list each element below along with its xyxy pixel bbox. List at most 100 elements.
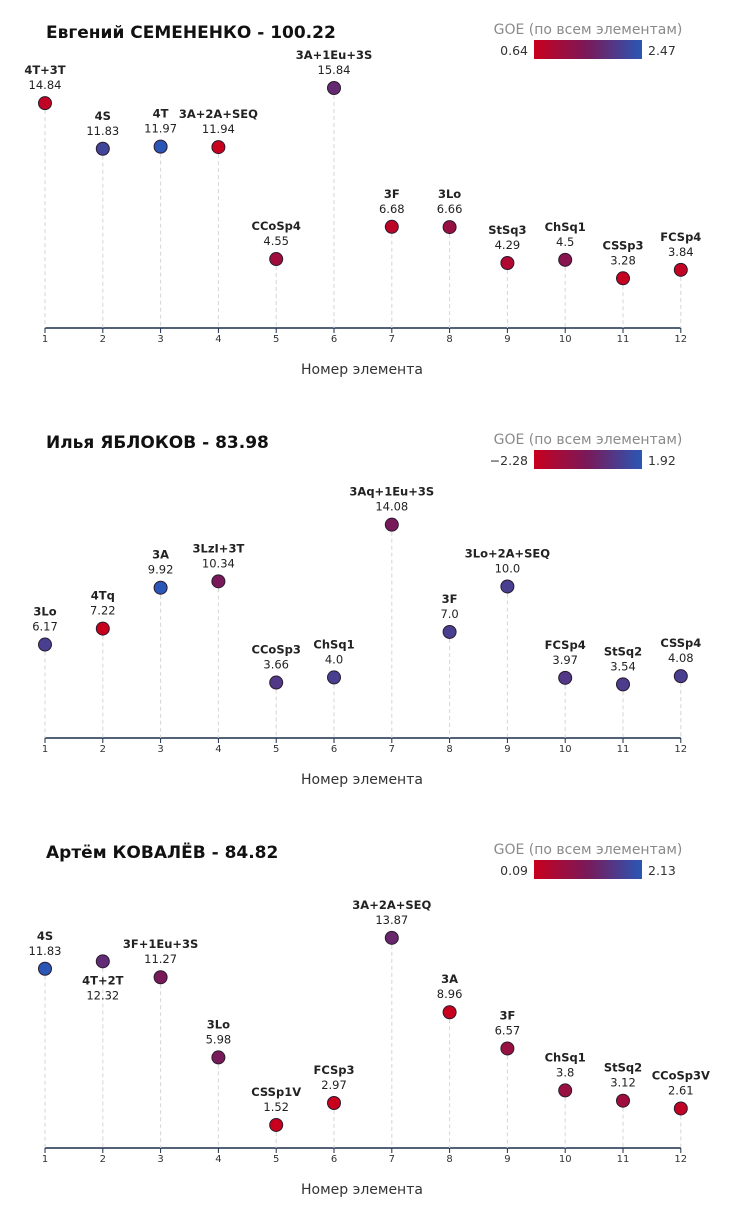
data-point[interactable] (384, 219, 399, 234)
x-tick-label: 9 (504, 1154, 510, 1165)
x-tick-label: 8 (446, 744, 452, 755)
x-tick-label: 5 (273, 1154, 279, 1165)
chart-title: Артём КОВАЛЁВ - 84.82 (46, 841, 278, 863)
data-point[interactable] (500, 579, 515, 594)
element-name-label: ChSq1 (313, 637, 354, 651)
data-point[interactable] (673, 1101, 688, 1116)
element-name-label: StSq2 (604, 1061, 642, 1075)
element-value-label: 6.68 (379, 202, 405, 216)
element-name-label: ChSq1 (545, 1050, 586, 1064)
data-point[interactable] (558, 252, 573, 267)
data-point[interactable] (384, 930, 399, 945)
element-name-label: 3Aq+1Eu+3S (349, 485, 434, 499)
element-value-label: 8.96 (437, 987, 463, 1001)
data-point[interactable] (269, 252, 284, 267)
data-point[interactable] (38, 96, 52, 111)
data-point[interactable] (384, 517, 399, 532)
data-point[interactable] (153, 139, 168, 154)
data-point[interactable] (500, 256, 515, 270)
element-value-label: 4.5 (556, 235, 574, 249)
data-point[interactable] (616, 1093, 630, 1108)
element-value-label: 5.98 (206, 1032, 232, 1046)
data-point[interactable] (269, 675, 284, 690)
element-name-label: CSSp1V (251, 1085, 301, 1099)
legend-title: GOE (по всем элементам) (494, 842, 683, 858)
element-value-label: 11.94 (202, 122, 235, 136)
legend-min: 0.09 (500, 863, 528, 878)
element-value-label: 15.84 (318, 63, 351, 77)
data-point[interactable] (38, 637, 52, 652)
element-name-label: FCSp4 (545, 638, 586, 652)
x-tick-label: 4 (215, 744, 221, 755)
data-point[interactable] (327, 1096, 341, 1110)
element-name-label: 3F+1Eu+3S (123, 937, 198, 951)
data-point[interactable] (673, 262, 688, 277)
legend-min: −2.28 (490, 453, 528, 468)
x-tick-label: 3 (157, 334, 163, 345)
legend-colorbar (534, 40, 642, 59)
element-8: 8 3A8.96 (437, 972, 463, 1165)
element-value-label: 4.55 (263, 234, 289, 248)
element-3: 3 3A9.92 (148, 548, 174, 755)
data-point[interactable] (153, 970, 168, 985)
data-point[interactable] (38, 961, 52, 976)
data-point[interactable] (616, 677, 630, 692)
element-value-label: 2.61 (668, 1083, 694, 1097)
element-name-label: 4Tq (91, 589, 115, 603)
x-tick-label: 5 (273, 744, 279, 755)
element-name-label: 3Lo (33, 605, 56, 619)
data-point[interactable] (95, 621, 110, 636)
x-tick-label: 6 (331, 334, 337, 345)
data-point[interactable] (211, 1050, 226, 1065)
data-point[interactable] (558, 1083, 573, 1098)
element-value-label: 14.84 (29, 78, 62, 92)
element-name-label: StSq3 (488, 223, 526, 237)
element-7: 7 3F6.68 (379, 187, 405, 345)
element-name-label: 3Lo+2A+SEQ (465, 546, 551, 560)
data-point[interactable] (673, 669, 688, 684)
x-tick-label: 4 (215, 334, 221, 345)
x-tick-label: 1 (42, 744, 48, 755)
element-value-label: 10.34 (202, 556, 235, 570)
data-point[interactable] (500, 1041, 515, 1056)
element-value-label: 4.08 (668, 651, 694, 665)
element-name-label: 3A+2A+SEQ (352, 898, 431, 912)
data-point[interactable] (442, 624, 457, 639)
lollipop-chart-2: Илья ЯБЛОКОВ - 83.98 GOE (по всем элемент… (32, 432, 701, 788)
element-name-label: FCSp4 (660, 230, 701, 244)
x-tick-label: 7 (389, 744, 395, 755)
element-value-label: 11.83 (86, 124, 119, 138)
data-point[interactable] (327, 81, 341, 95)
element-value-label: 13.87 (375, 913, 408, 927)
x-tick-label: 4 (215, 1154, 221, 1165)
data-point[interactable] (616, 271, 630, 286)
data-point[interactable] (269, 1117, 284, 1132)
data-point[interactable] (211, 574, 226, 589)
x-tick-label: 9 (504, 334, 510, 345)
element-value-label: 3.12 (610, 1076, 636, 1090)
element-name-label: 3Lo (207, 1017, 230, 1031)
data-point[interactable] (442, 1005, 457, 1020)
x-tick-label: 10 (559, 744, 572, 755)
data-point[interactable] (558, 670, 573, 685)
x-tick-label: 3 (157, 1154, 163, 1165)
data-point[interactable] (95, 141, 110, 156)
x-tick-label: 6 (331, 744, 337, 755)
data-point[interactable] (95, 954, 110, 969)
data-point[interactable] (153, 580, 168, 595)
data-point[interactable] (211, 140, 226, 155)
data-point[interactable] (327, 670, 341, 685)
data-point[interactable] (442, 220, 457, 235)
